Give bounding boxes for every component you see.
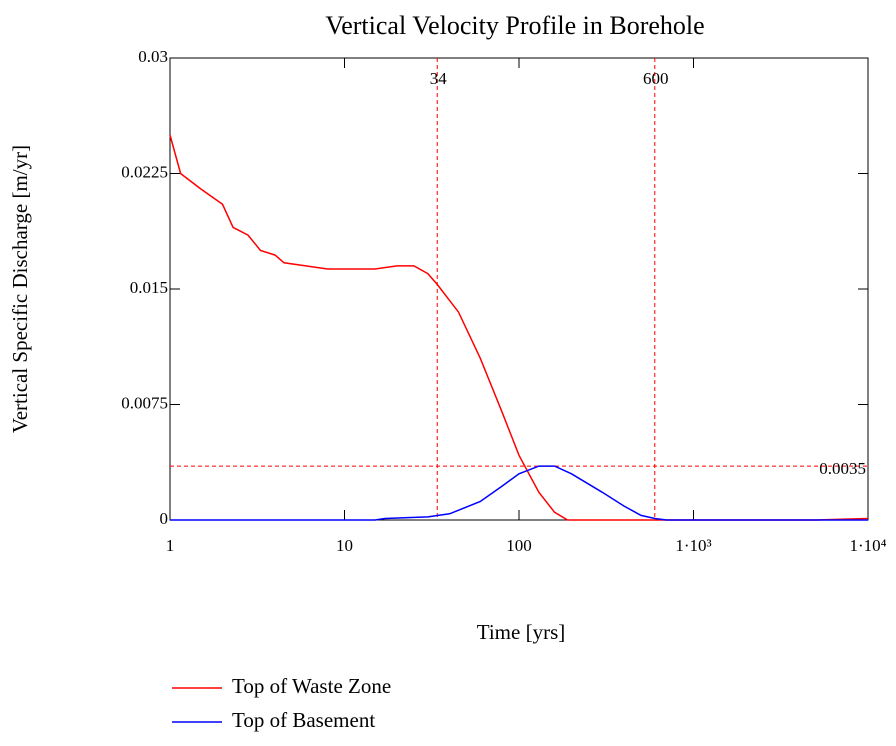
marker-label: 600 [643, 69, 669, 88]
x-axis-title: Time [yrs] [477, 620, 565, 644]
plot-frame [169, 57, 869, 521]
marker-label: 34 [430, 69, 448, 88]
marker-label: 0.0035 [819, 459, 866, 478]
y-tick-label: 0.03 [138, 47, 168, 66]
series-line [169, 134, 869, 521]
y-axis-title: Vertical Specific Discharge [m/yr] [8, 145, 32, 433]
y-tick-label: 0.015 [130, 278, 168, 297]
x-tick-label: 100 [506, 536, 532, 555]
y-tick-label: 0.0075 [121, 393, 168, 412]
x-tick-label: 1 [166, 536, 175, 555]
chart-title: Vertical Velocity Profile in Borehole [325, 11, 704, 40]
y-tick-label: 0 [160, 509, 169, 528]
y-tick-label: 0.0225 [121, 162, 168, 181]
x-tick-label: 1·10⁴ [849, 536, 886, 555]
legend-label: Top of Waste Zone [232, 674, 391, 698]
series-line [170, 465, 868, 521]
legend-label: Top of Basement [232, 708, 375, 732]
x-tick-label: 10 [336, 536, 353, 555]
x-tick-label: 1·10³ [675, 536, 711, 555]
